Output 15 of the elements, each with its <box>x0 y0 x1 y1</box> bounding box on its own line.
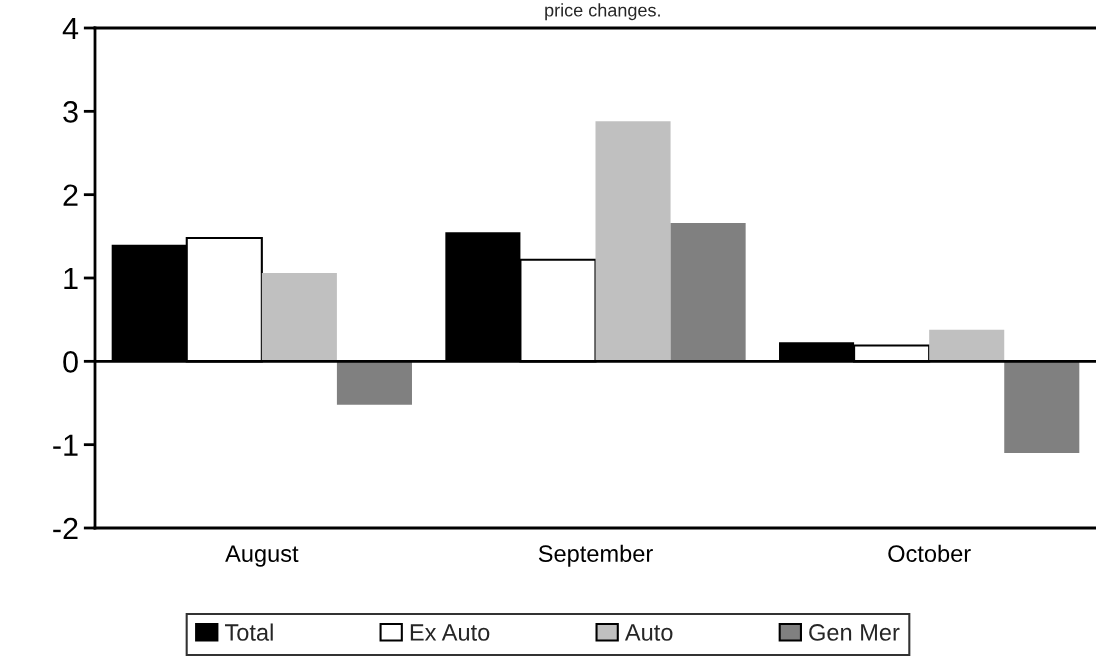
legend-label: Ex Auto <box>410 624 490 641</box>
y-tick-label: 2 <box>63 184 78 206</box>
y-tick-label: 4 <box>62 18 79 40</box>
x-tick-label: August <box>225 545 299 567</box>
y-tick-label: -2 <box>53 517 78 540</box>
legend-label: Total <box>224 623 273 641</box>
legend-label: Gen Mer <box>809 624 900 641</box>
legend-label: Auto <box>624 624 673 641</box>
chart-title: price changes. <box>545 3 660 21</box>
y-tick-label: -1 <box>53 434 78 456</box>
y-tick-label: 3 <box>63 101 78 123</box>
x-tick-label: October <box>888 544 971 563</box>
y-tick-label: 1 <box>64 268 78 290</box>
x-tick-label: September <box>538 544 653 567</box>
y-tick-label: 0 <box>63 351 78 373</box>
